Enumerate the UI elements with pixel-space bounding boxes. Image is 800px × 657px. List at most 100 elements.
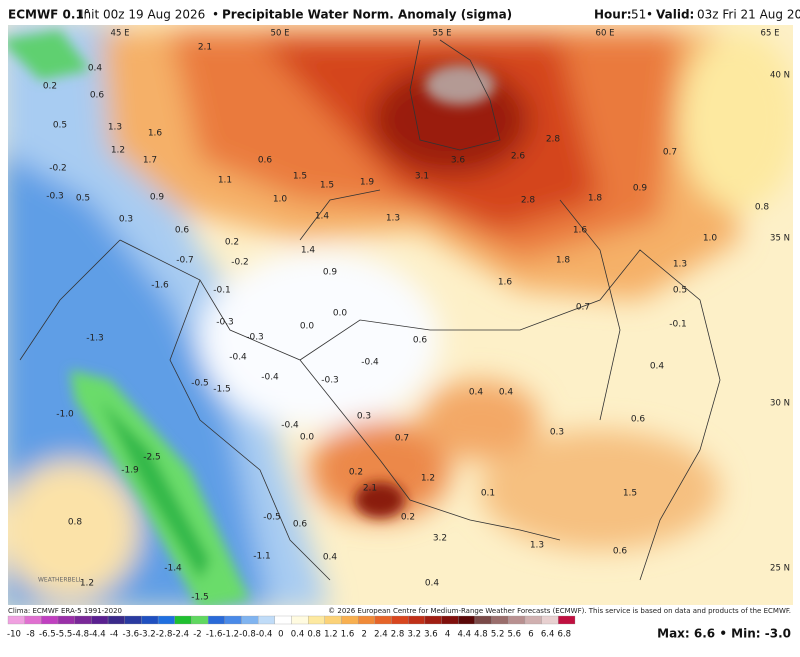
colorbar-label: 1.2 [324, 630, 338, 640]
map-value: 1.2 [421, 474, 435, 484]
colorbar-label: 2.4 [374, 630, 388, 640]
colorbar-label: -1.2 [222, 630, 239, 640]
lon-label: 65 E [761, 29, 780, 39]
lon-label: 50 E [271, 29, 290, 39]
map-value: 1.4 [301, 246, 316, 256]
lon-label: 55 E [433, 29, 452, 39]
borders [19, 39, 721, 581]
colorbar-label: -1.6 [206, 630, 223, 640]
colorbar-swatch [41, 615, 59, 625]
colorbar-swatch [7, 615, 25, 625]
map-value: -0.5 [263, 513, 281, 523]
map-value: -0.3 [246, 333, 264, 343]
lon-label: 45 E [111, 29, 130, 39]
colorbar-swatch [174, 615, 192, 625]
map-value: 0.6 [258, 156, 273, 166]
colorbar-label: 4.4 [457, 630, 471, 640]
map-value: 3.6 [451, 156, 466, 166]
map-value: 0.2 [43, 82, 57, 92]
map-value: -1.4 [164, 564, 182, 574]
map-value: 0.6 [413, 336, 428, 346]
colorbar-label: 4 [445, 630, 450, 640]
colorbar-label: -2.8 [156, 630, 173, 640]
lat-label: 35 N [770, 234, 790, 244]
map-value: 3.2 [433, 534, 447, 544]
colorbar-swatch [274, 615, 292, 625]
map-value: 2.8 [521, 196, 536, 206]
map-value: 1.9 [360, 178, 375, 188]
map-value: -0.1 [213, 286, 231, 296]
colorbar-label: 5.6 [508, 630, 522, 640]
colorbar-label: 6 [528, 630, 533, 640]
map-value: 1.2 [111, 146, 125, 156]
colorbar-label: -4.4 [89, 630, 106, 640]
colorbar-swatch [157, 615, 175, 625]
colorbar-label: -2.4 [172, 630, 189, 640]
colorbar-swatch [508, 615, 526, 625]
map-value: 0.6 [175, 226, 190, 236]
map-value: 0.3 [357, 412, 371, 422]
colorbar-swatch [341, 615, 359, 625]
product: Precipitable Water Norm. Anomaly (sigma) [222, 8, 512, 22]
map-value: 0.1 [481, 489, 495, 499]
colorbar-swatch [241, 615, 259, 625]
map-value: 0.8 [68, 518, 83, 528]
colorbar-swatch [424, 615, 442, 625]
lat-label: 40 N [770, 71, 790, 81]
colorbar-label: 0.4 [291, 630, 305, 640]
colorbar-swatch [24, 615, 42, 625]
map-value: 0.3 [119, 215, 133, 225]
map-value: -0.4 [261, 373, 279, 383]
sep: • [646, 8, 653, 22]
map-value: 1.8 [588, 194, 603, 204]
map-value: 0.0 [300, 433, 315, 443]
clima: Clima: ECMWF ERA-5 1991-2020 [8, 607, 122, 615]
map-value: 0.9 [633, 184, 648, 194]
copyright: © 2026 European Centre for Medium-Range … [328, 607, 791, 615]
colorbar-swatch [224, 615, 242, 625]
map-value: 1.8 [556, 256, 571, 266]
colorbar-swatch [541, 615, 559, 625]
map [8, 25, 793, 605]
map-value: 0.5 [673, 286, 687, 296]
valid: 03z Fri 21 Aug 2026 [697, 8, 800, 22]
map-value: -0.2 [231, 258, 249, 268]
colorbar-swatch [474, 615, 492, 625]
map-value: 0.6 [613, 547, 628, 557]
map-value: -0.4 [361, 358, 379, 368]
map-value: 1.6 [573, 226, 588, 236]
colorbar-label: -3.6 [122, 630, 139, 640]
colorbar-label: -0.8 [239, 630, 256, 640]
colorbar-swatch [524, 615, 542, 625]
colorbar-label: -3.2 [139, 630, 156, 640]
map-value: 0.9 [323, 268, 338, 278]
colorbar-label: 2.8 [391, 630, 405, 640]
map-value: 1.7 [143, 156, 157, 166]
sep: • [212, 8, 219, 22]
map-value: -1.0 [56, 410, 74, 420]
colorbar-swatch [558, 615, 576, 625]
map-value: 1.3 [108, 123, 122, 133]
colorbar-swatch [191, 615, 209, 625]
colorbar-label: 0.8 [307, 630, 321, 640]
colorbar-swatch [391, 615, 409, 625]
map-value: 0.4 [323, 553, 338, 563]
map-value: 0.5 [53, 121, 67, 131]
map-value: 0.0 [333, 309, 348, 319]
map-value: 0.2 [225, 238, 239, 248]
map-value: -0.3 [216, 318, 234, 328]
map-value: 1.5 [293, 172, 307, 182]
map-value: 0.4 [88, 64, 103, 74]
map-value: -1.6 [151, 281, 169, 291]
map-value: 0.6 [293, 520, 308, 530]
colorbar-label: 1.6 [341, 630, 355, 640]
hour-label: Hour: [594, 8, 632, 22]
colorbar-label: 6.4 [541, 630, 555, 640]
colorbar-label: 4.8 [474, 630, 488, 640]
colorbar-swatch [257, 615, 275, 625]
map-value: 2.1 [363, 484, 377, 494]
map-value: 1.4 [315, 212, 330, 222]
map-value: 2.6 [511, 152, 526, 162]
colorbar-label: -4.8 [72, 630, 89, 640]
